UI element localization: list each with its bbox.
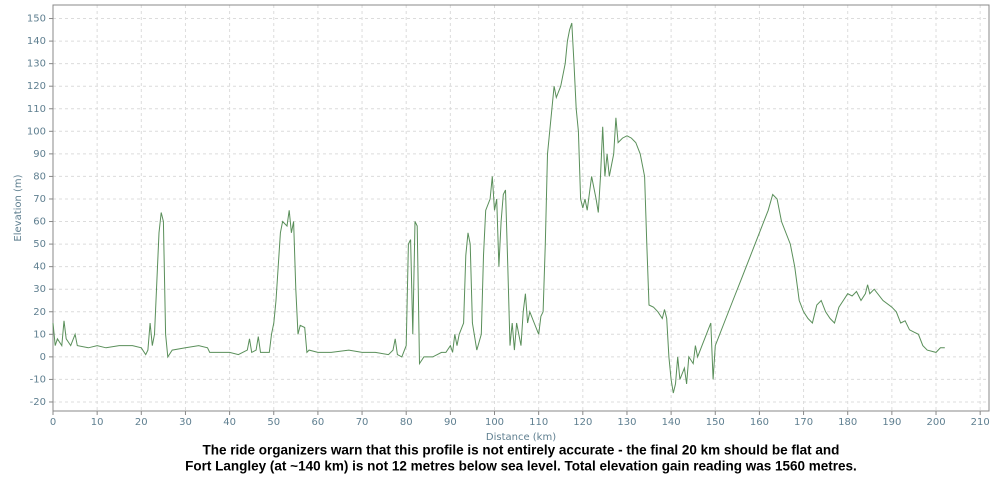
x-tick-label: 120 (573, 417, 592, 428)
x-tick-label: 160 (750, 417, 769, 428)
x-tick-label: 30 (179, 417, 192, 428)
x-tick-label: 20 (135, 417, 148, 428)
caption-line: The ride organizers warn that this profi… (203, 443, 840, 458)
y-tick-label: 150 (27, 14, 46, 25)
y-tick-label: 60 (33, 217, 46, 228)
x-tick-label: 90 (444, 417, 457, 428)
x-tick-label: 150 (706, 417, 725, 428)
x-tick-label: 70 (356, 417, 369, 428)
x-tick-label: 10 (91, 417, 104, 428)
x-tick-label: 210 (971, 417, 990, 428)
x-tick-label: 190 (882, 417, 901, 428)
y-tick-label: 10 (33, 329, 46, 340)
y-tick-label: 120 (27, 81, 46, 92)
y-tick-label: 0 (40, 352, 46, 363)
x-tick-label: 130 (617, 417, 636, 428)
y-tick-label: 70 (33, 194, 46, 205)
y-tick-label: 140 (27, 36, 46, 47)
y-tick-label: 40 (33, 262, 46, 273)
x-tick-label: 100 (485, 417, 504, 428)
y-tick-label: 30 (33, 284, 46, 295)
x-tick-label: 170 (794, 417, 813, 428)
y-tick-label: -20 (30, 397, 46, 408)
y-tick-label: 50 (33, 239, 46, 250)
y-tick-label: 100 (27, 126, 46, 137)
x-tick-label: 140 (662, 417, 681, 428)
elevation-line (52, 22, 945, 394)
y-tick-label: 90 (33, 149, 46, 160)
x-tick-label: 50 (267, 417, 280, 428)
y-tick-label: -10 (30, 374, 46, 385)
y-tick-label: 130 (27, 59, 46, 70)
caption-line: Fort Langley (at ~140 km) is not 12 metr… (185, 459, 857, 474)
x-tick-label: 180 (838, 417, 857, 428)
x-tick-label: 110 (529, 417, 548, 428)
x-tick-label: 40 (223, 417, 236, 428)
x-tick-label: 0 (50, 417, 56, 428)
y-tick-label: 20 (33, 307, 46, 318)
x-tick-label: 200 (926, 417, 945, 428)
y-axis-label: Elevation (m) (13, 174, 24, 241)
x-tick-label: 80 (400, 417, 413, 428)
y-tick-label: 80 (33, 171, 46, 182)
x-tick-label: 60 (312, 417, 325, 428)
y-tick-label: 110 (27, 104, 46, 115)
x-axis-label: Distance (km) (486, 432, 556, 443)
plot-frame (52, 4, 990, 412)
